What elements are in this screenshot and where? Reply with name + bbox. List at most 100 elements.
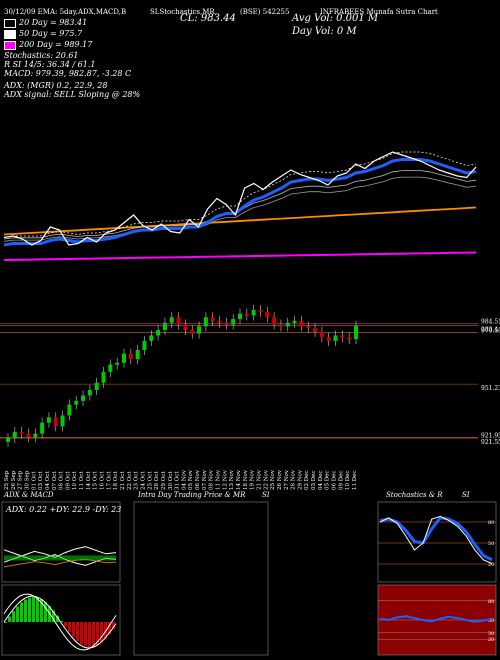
candle-body — [285, 322, 290, 327]
x-tick-label: 04 Nov — [181, 469, 187, 490]
x-tick-label: 15 Oct — [93, 471, 99, 490]
macd-bar — [60, 621, 63, 623]
candle-body — [53, 417, 58, 427]
x-tick-label: 13 Nov — [229, 469, 235, 490]
candle-body — [292, 320, 297, 323]
candle-body — [122, 353, 126, 363]
rsi-level-label: 80 — [488, 599, 494, 605]
ema-chart — [3, 151, 477, 261]
candle-body — [149, 335, 154, 341]
x-tick-label: 04 Dec — [318, 471, 324, 491]
stoch-k-line — [379, 515, 493, 565]
macd-bar — [24, 599, 27, 622]
macd-bar — [32, 596, 35, 622]
candle-body — [115, 362, 120, 365]
x-tick-label: 10 Dec — [345, 471, 351, 491]
candle-body — [26, 433, 31, 438]
candle-body — [306, 326, 311, 329]
macd-bar — [28, 597, 31, 622]
candle-body — [203, 317, 208, 327]
x-tick-label: 28 Nov — [291, 469, 297, 490]
x-tick-label: 26 Nov — [277, 469, 283, 490]
price-level-label: 921.95 — [481, 432, 500, 439]
macd-bar — [112, 622, 115, 630]
x-tick-label: 26 Sep — [11, 470, 17, 490]
chart-header-mid: SLStochastics,MR — [150, 8, 215, 16]
intraday-panel-title: Intra Day Trading Price & MR — [138, 491, 246, 499]
stoch-level-label: 50 — [488, 541, 494, 547]
stoch-si-label: SI — [462, 491, 470, 499]
stoch-level-label: 20 — [488, 562, 494, 568]
ema-thin-line-1 — [3, 170, 477, 240]
x-tick-label: 14 Oct — [86, 471, 92, 490]
macd-bar — [104, 622, 107, 639]
candle-body — [244, 313, 249, 316]
x-tick-label: 03 Oct — [38, 471, 44, 490]
x-tick-label: 31 Oct — [175, 471, 181, 490]
legend-50-day: 50 Day = 975.7 — [4, 29, 82, 39]
price-level-label: 984.51 — [481, 319, 500, 326]
candle-body — [156, 330, 161, 336]
candles — [6, 305, 358, 447]
candle-body — [162, 322, 167, 330]
price-level-label: 921.55 — [481, 439, 500, 446]
candle-body — [210, 317, 215, 321]
stat-adx-signal: ADX signal: SELL Sloping @ 28% — [4, 90, 141, 99]
macd-bar — [8, 616, 11, 622]
macd-bar — [12, 611, 15, 622]
macd-bar — [40, 599, 43, 622]
x-tick-label: 11 Nov — [216, 469, 222, 490]
ema20-line — [3, 158, 477, 247]
ema5-dotted-line — [3, 151, 477, 238]
x-tick-label: 16 Oct — [100, 471, 106, 490]
day-volume: Day Vol: 0 M — [292, 26, 357, 37]
candle-body — [319, 331, 324, 338]
adx-line — [3, 558, 117, 568]
x-tick-label: 11 Dec — [352, 471, 358, 491]
x-tick-label: 21 Nov — [256, 469, 262, 490]
candle-body — [74, 400, 79, 405]
chart-header-code: (BSE) 542255 — [240, 8, 290, 16]
stat-adx: ADX: (MGR) 0.2, 22.9, 28 — [4, 81, 108, 90]
date-axis: 25 Sep 26 Sep 27 Sep 30 Sep 01 Oct 03 Oct 04 O… — [4, 469, 358, 490]
candle-body — [101, 371, 106, 383]
x-tick-label: 12 Nov — [222, 469, 228, 490]
x-tick-label: 07 Oct — [52, 471, 58, 490]
macd-bar — [36, 597, 39, 622]
candle-body — [340, 335, 345, 338]
chart-header-right: INFRABEES Munafa Sutra Chart — [320, 8, 438, 16]
stat-macd: MACD: 979.39, 982.87, -3.28 C — [4, 69, 132, 78]
x-tick-label: 03 Dec — [311, 471, 317, 491]
x-tick-label: 05 Nov — [188, 469, 194, 490]
x-tick-label: 21 Oct — [120, 471, 126, 490]
chart-header-left: 30/12/09 EMA: 5day,ADX,MACD,B — [4, 8, 127, 16]
candle-body — [33, 433, 38, 438]
macd-histogram — [3, 593, 117, 651]
x-tick-label: 14 Nov — [236, 469, 242, 490]
x-tick-label: 17 Oct — [106, 471, 112, 490]
macd-bar — [88, 622, 91, 648]
price-line — [3, 151, 477, 246]
candle-body — [108, 364, 113, 372]
ema-thin-line-2 — [3, 176, 477, 242]
candle-body — [176, 317, 181, 325]
candle-body — [299, 320, 304, 327]
candle-body — [272, 317, 277, 325]
candle-body — [60, 415, 65, 427]
stoch-series: 80 50 20 — [378, 515, 496, 568]
x-tick-label: 27 Nov — [284, 469, 290, 490]
macd-bar — [96, 622, 99, 646]
macd-signal-line — [3, 595, 117, 649]
x-tick-label: 29 Nov — [297, 469, 303, 490]
macd-bar — [84, 622, 87, 647]
x-tick-label: 18 Oct — [113, 471, 119, 490]
x-tick-label: 25 Nov — [270, 469, 276, 490]
legend-swatch-200 — [4, 40, 16, 50]
x-tick-label: 22 Oct — [127, 471, 133, 490]
legend-label-200: 200 Day = 989.17 — [19, 40, 93, 49]
close-price: CL: 983.44 — [180, 13, 236, 24]
x-tick-labels: 25 Sep 26 Sep 27 Sep 30 Sep 01 Oct 03 Oct 04 O… — [4, 469, 358, 490]
candle-body — [46, 417, 51, 423]
legend-swatch-20 — [4, 18, 16, 28]
